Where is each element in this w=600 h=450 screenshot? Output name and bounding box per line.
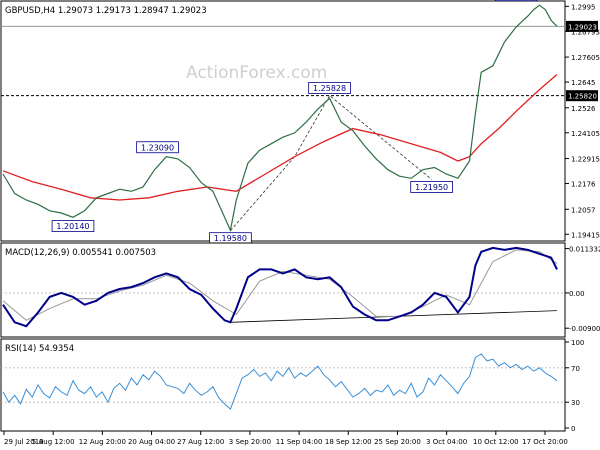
rsi-lines [1, 353, 565, 410]
price-annotation: 1.25828 [308, 82, 351, 94]
time-tick-label: 10 Oct 12:00 [473, 438, 519, 446]
price-tick-label: 1.22915 [571, 156, 600, 164]
macd-panel: MACD(12,26,9) 0.005541 0.007503 0.011332… [0, 242, 600, 338]
time-tick-label: 29 Jul 2019 [4, 438, 44, 446]
price-tick-label: 1.2995 [571, 3, 596, 11]
time-tick-label: 25 Sep 20:00 [374, 438, 421, 446]
price-tick-label: 1.2526 [571, 105, 596, 113]
time-tick-label: 20 Aug 04:00 [128, 438, 175, 446]
time-tick-label: 18 Sep 12:00 [325, 438, 372, 446]
macd-main-line [2, 246, 558, 328]
macd-panel-title: MACD(12,26,9) 0.005541 0.007503 [5, 248, 156, 258]
price-annotation: 1.19580 [209, 232, 252, 245]
rsi-panel-title: RSI(14) 54.9354 [5, 344, 74, 354]
rsi-line [2, 353, 558, 410]
price-panel-frame [0, 0, 566, 242]
watermark: ActionForex.com [186, 63, 327, 83]
time-tick-label: 11 Sep 04:00 [276, 438, 323, 446]
price-panel-title: GBPUSD,H4 1.29073 1.29173 1.28947 1.2902… [5, 6, 207, 16]
annotation-label: 1.19580 [214, 234, 247, 243]
level-price-tag: 1.25820 [566, 90, 598, 102]
price-annotations: 1.20140 1.23090 1.19580 1.25828 1.21950 1.301… [51, 0, 538, 245]
time-tick-label: 27 Aug 12:00 [177, 438, 224, 446]
price-y-axis: 1.2995 1.28793 1.27605 1.2645 1.2526 1.24105 1… [565, 3, 600, 239]
current-price-tag: 1.29023 [566, 20, 598, 32]
rsi-tick-label: 70 [571, 365, 580, 373]
price-tick-label: 1.19415 [571, 231, 600, 239]
price-tag-box [566, 20, 598, 32]
rsi-tick-label: 100 [571, 339, 584, 347]
price-tag-label: 1.25820 [568, 93, 597, 101]
price-line [2, 4, 558, 233]
macd-y-axis: 0.011332 0.00 -0.009006 [565, 246, 600, 333]
macd-tick-label: 0.00 [569, 290, 585, 298]
moving-average-line [2, 74, 558, 201]
price-annotation: 1.21950 [410, 181, 453, 193]
time-tick-label: 5 Aug 12:00 [32, 438, 75, 446]
annotation-label: 1.25828 [313, 84, 346, 93]
price-annotation: 1.20140 [51, 220, 95, 232]
annotation-box [51, 220, 95, 232]
price-tick-label: 1.2057 [571, 206, 596, 214]
rsi-panel: RSI(14) 54.9354 100 70 30 0 [0, 338, 584, 433]
annotation-label: 1.21950 [415, 183, 448, 192]
annotation-label: 1.20140 [56, 222, 89, 231]
rsi-tick-label: 30 [571, 399, 580, 407]
price-tick-label: 1.24105 [571, 130, 600, 138]
price-tick-label: 1.2645 [571, 79, 596, 87]
price-tick-label: 1.27605 [571, 54, 600, 62]
time-tick-label: 3 Oct 04:00 [426, 438, 467, 446]
macd-lines [1, 246, 565, 328]
rsi-tick-label: 0 [571, 425, 575, 433]
rsi-panel-frame [0, 338, 566, 432]
macd-tick-label: 0.011332 [569, 246, 600, 254]
annotation-box [308, 82, 351, 94]
annotation-box [410, 181, 453, 193]
price-tag-box [566, 90, 598, 102]
annotation-box [494, 0, 538, 2]
price-panel: GBPUSD,H4 1.29073 1.29173 1.28947 1.2902… [0, 0, 600, 245]
macd-tick-label: -0.009006 [569, 325, 600, 333]
price-annotation: 1.30120 [494, 0, 538, 2]
annotation-box [136, 141, 179, 154]
price-annotation: 1.23090 [136, 141, 179, 154]
price-tick-label: 1.28793 [571, 28, 600, 36]
price-tick-label: 1.2176 [571, 181, 596, 189]
time-tick-label: 12 Aug 20:00 [79, 438, 126, 446]
macd-signal-line [2, 249, 558, 321]
rsi-y-axis: 100 70 30 0 [565, 339, 584, 433]
time-tick-label: 17 Oct 20:00 [522, 438, 568, 446]
annotation-label: 1.23090 [141, 143, 174, 152]
price-tag-label: 1.29023 [568, 23, 597, 31]
price-lines [1, 4, 565, 233]
time-tick-label: 3 Sep 20:00 [229, 438, 271, 446]
